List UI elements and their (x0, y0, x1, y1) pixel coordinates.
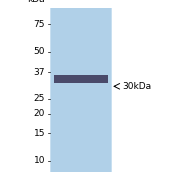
Text: kDa: kDa (27, 0, 45, 4)
Text: 37: 37 (33, 68, 45, 76)
Text: 10: 10 (33, 156, 45, 165)
Text: 50: 50 (33, 47, 45, 56)
Text: 15: 15 (33, 129, 45, 138)
Bar (50, 8, 112, 172)
Text: 30kDa: 30kDa (122, 82, 151, 91)
Text: 75: 75 (33, 20, 45, 29)
Text: 25: 25 (34, 94, 45, 103)
Text: 20: 20 (34, 109, 45, 118)
Bar (54, 75, 108, 83)
Bar (51, 8, 111, 172)
